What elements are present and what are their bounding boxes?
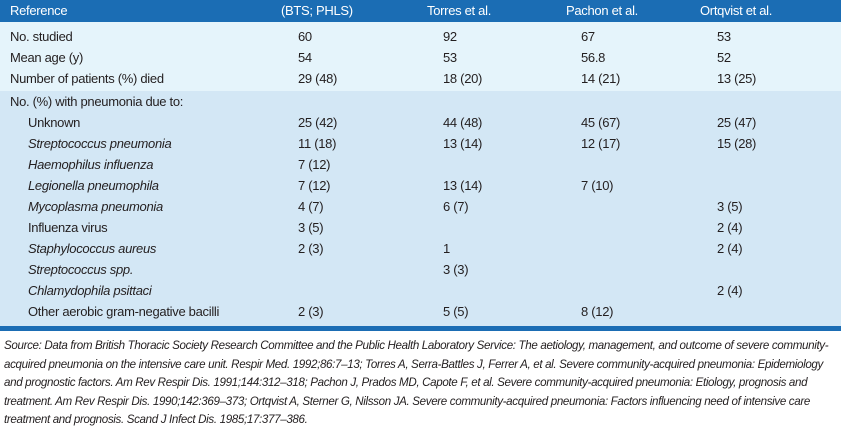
cell-value: 3 (5) <box>298 220 324 235</box>
row-label: Chlamydophila psittaci <box>28 283 152 298</box>
cell-value: 12 (17) <box>581 136 621 151</box>
cell-value: 25 (47) <box>717 115 757 130</box>
row-label: Haemophilus influenza <box>28 157 154 172</box>
row-label: Streptococcus spp. <box>28 262 134 277</box>
cell-value: 60 <box>298 29 312 44</box>
cell-value: 15 (28) <box>717 136 757 151</box>
header-pachon: Pachon et al. <box>566 3 638 18</box>
row-label: Number of patients (%) died <box>10 71 164 86</box>
cell-value: 1 <box>443 241 450 256</box>
cell-value: 25 (42) <box>298 115 338 130</box>
cell-value: 2 (4) <box>717 283 743 298</box>
row-label: Unknown <box>28 115 81 130</box>
row-label: Mycoplasma pneumonia <box>28 199 163 214</box>
pathogen-section: No. (%) with pneumonia due to: Unknown 25… <box>0 91 841 331</box>
table-row: No. studied 60 92 67 53 <box>0 26 841 47</box>
cell-value: 53 <box>443 50 457 65</box>
header-reference: Reference <box>10 3 68 18</box>
pneumonia-heading: No. (%) with pneumonia due to: <box>10 94 184 109</box>
table-row: Unknown 25 (42) 44 (48) 45 (67) 25 (47) <box>0 112 841 133</box>
row-label: Influenza virus <box>28 220 108 235</box>
cell-value: 2 (4) <box>717 241 743 256</box>
row-label: Mean age (y) <box>10 50 83 65</box>
cell-value: 5 (5) <box>443 304 469 319</box>
cell-value: 56.8 <box>581 50 606 65</box>
cell-value: 2 (3) <box>298 241 324 256</box>
table-row: Influenza virus 3 (5) 2 (4) <box>0 217 841 238</box>
cell-value: 2 (3) <box>298 304 324 319</box>
cell-value: 52 <box>717 50 731 65</box>
table-row: Staphylococcus aureus 2 (3) 1 2 (4) <box>0 238 841 259</box>
cell-value: 13 (25) <box>717 71 757 86</box>
header-bts: (BTS; PHLS) <box>281 3 353 18</box>
row-label: Legionella pneumophila <box>28 178 159 193</box>
cell-value: 6 (7) <box>443 199 469 214</box>
cell-value: 13 (14) <box>443 136 483 151</box>
cell-value: 14 (21) <box>581 71 621 86</box>
table-row: Mean age (y) 54 53 56.8 52 <box>0 47 841 68</box>
cell-value: 67 <box>581 29 595 44</box>
header-ortqvist: Ortqvist et al. <box>700 3 773 18</box>
cell-value: 2 (4) <box>717 220 743 235</box>
cell-value: 54 <box>298 50 312 65</box>
table-row: Other aerobic gram-negative bacilli 2 (3)… <box>0 301 841 322</box>
table-row: Mycoplasma pneumonia 4 (7) 6 (7) 3 (5) <box>0 196 841 217</box>
summary-section: No. studied 60 92 67 53 Mean age (y) 54 53 56.8 5… <box>0 22 841 91</box>
table-row: Chlamydophila psittaci 2 (4) <box>0 280 841 301</box>
cell-value: 7 (12) <box>298 178 331 193</box>
table-row: Streptococcus spp. 3 (3) <box>0 259 841 280</box>
cell-value: 18 (20) <box>443 71 483 86</box>
row-label: Streptococcus pneumonia <box>28 136 172 151</box>
cell-value: 3 (3) <box>443 262 469 277</box>
cell-value: 4 (7) <box>298 199 324 214</box>
row-label: Staphylococcus aureus <box>28 241 157 256</box>
cell-value: 13 (14) <box>443 178 483 193</box>
table-header: Reference (BTS; PHLS) Torres et al. Pach… <box>0 0 841 22</box>
pneumonia-table: Reference (BTS; PHLS) Torres et al. Pach… <box>0 0 841 331</box>
table-row: Streptococcus pneumonia 11 (18) 13 (14) 12 … <box>0 133 841 154</box>
row-label: No. studied <box>10 29 73 44</box>
pneumonia-heading-row: No. (%) with pneumonia due to: <box>0 91 841 112</box>
header-torres: Torres et al. <box>427 3 492 18</box>
cell-value: 44 (48) <box>443 115 483 130</box>
cell-value: 7 (10) <box>581 178 614 193</box>
source-note: Source: Data from British Thoracic Socie… <box>4 339 829 426</box>
table-row: Legionella pneumophila 7 (12) 13 (14) 7 (10… <box>0 175 841 196</box>
table-row: Haemophilus influenza 7 (12) <box>0 154 841 175</box>
cell-value: 92 <box>443 29 457 44</box>
cell-value: 29 (48) <box>298 71 338 86</box>
cell-value: 3 (5) <box>717 199 743 214</box>
row-label: Other aerobic gram-negative bacilli <box>28 304 220 319</box>
cell-value: 11 (18) <box>298 136 337 151</box>
cell-value: 8 (12) <box>581 304 614 319</box>
cell-value: 7 (12) <box>298 157 331 172</box>
cell-value: 45 (67) <box>581 115 621 130</box>
cell-value: 53 <box>717 29 731 44</box>
table-row: Number of patients (%) died 29 (48) 18 (20… <box>0 68 841 89</box>
